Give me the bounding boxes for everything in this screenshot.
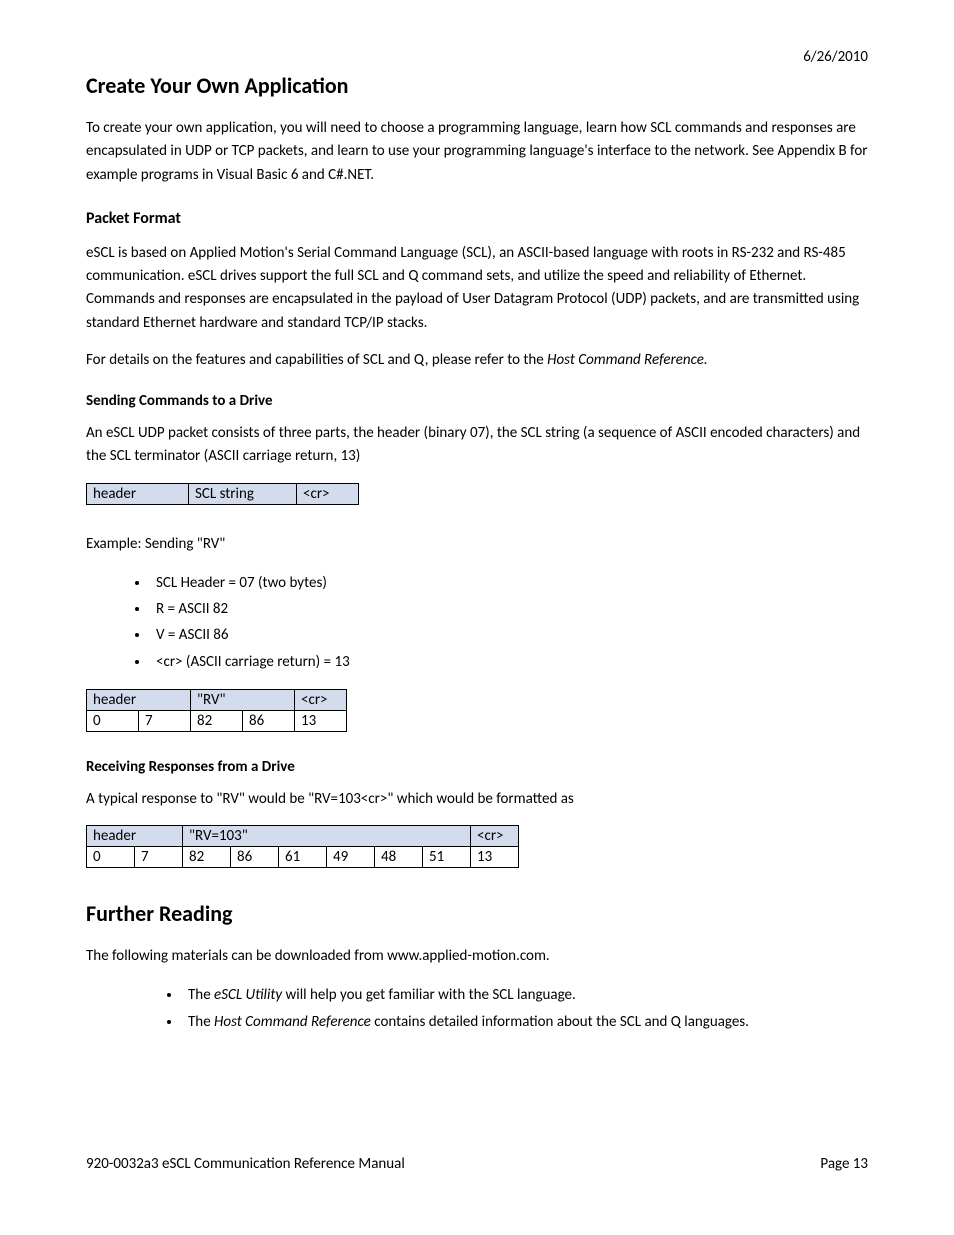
table-cell: "RV=103" bbox=[183, 826, 471, 847]
table-cell: SCL string bbox=[189, 483, 297, 504]
bullet-list-reading: The eSCL Utility will help you get famil… bbox=[86, 982, 868, 1035]
table-cell: 61 bbox=[279, 847, 327, 868]
table-cell: 48 bbox=[375, 847, 423, 868]
table-cell: 0 bbox=[87, 710, 139, 731]
bullet-list-ascii: SCL Header = 07 (two bytes) R = ASCII 82… bbox=[86, 570, 868, 675]
list-item: The eSCL Utility will help you get famil… bbox=[182, 982, 868, 1008]
table-cell: 0 bbox=[87, 847, 135, 868]
table-cell: 82 bbox=[191, 710, 243, 731]
text-italic: Host Command Reference bbox=[214, 1013, 371, 1031]
table-cell: 86 bbox=[231, 847, 279, 868]
heading-further-reading: Further Reading bbox=[86, 900, 868, 927]
table-rv-response: header "RV=103" <cr> 0 7 82 86 61 49 48 … bbox=[86, 825, 519, 868]
list-item: The Host Command Reference contains deta… bbox=[182, 1009, 868, 1035]
table-cell: <cr> bbox=[295, 689, 347, 710]
table-cell: 7 bbox=[139, 710, 191, 731]
text-span: For details on the features and capabili… bbox=[86, 351, 547, 369]
heading-receiving: Receiving Responses from a Drive bbox=[86, 758, 868, 776]
heading-packet-format: Packet Format bbox=[86, 209, 868, 228]
paragraph-packet: eSCL is based on Applied Motion's Serial… bbox=[86, 242, 868, 335]
table-cell: 13 bbox=[471, 847, 519, 868]
text-span: The bbox=[188, 1013, 214, 1031]
table-cell: header bbox=[87, 689, 191, 710]
paragraph-intro: To create your own application, you will… bbox=[86, 117, 868, 187]
list-item: R = ASCII 82 bbox=[150, 596, 868, 622]
text-italic: eSCL Utility bbox=[214, 986, 282, 1004]
heading-create-app: Create Your Own Application bbox=[86, 72, 868, 99]
list-item: <cr> (ASCII carriage return) = 13 bbox=[150, 649, 868, 675]
table-row: header "RV" <cr> bbox=[87, 689, 347, 710]
table-cell: 7 bbox=[135, 847, 183, 868]
table-row: 0 7 82 86 61 49 48 51 13 bbox=[87, 847, 519, 868]
table-cell: "RV" bbox=[191, 689, 295, 710]
table-row: header SCL string <cr> bbox=[87, 483, 359, 504]
text-span: will help you get familiar with the SCL … bbox=[282, 986, 576, 1004]
paragraph-example: Example: Sending "RV" bbox=[86, 533, 868, 556]
table-cell: 82 bbox=[183, 847, 231, 868]
paragraph-download: The following materials can be downloade… bbox=[86, 945, 868, 968]
document-page: 6/26/2010 Create Your Own Application To… bbox=[0, 0, 954, 1235]
heading-sending: Sending Commands to a Drive bbox=[86, 392, 868, 410]
table-cell: 86 bbox=[243, 710, 295, 731]
table-row: header "RV=103" <cr> bbox=[87, 826, 519, 847]
list-item: V = ASCII 86 bbox=[150, 622, 868, 648]
text-span: The bbox=[188, 986, 214, 1004]
table-cell: <cr> bbox=[297, 483, 359, 504]
table-rv-send: header "RV" <cr> 0 7 82 86 13 bbox=[86, 689, 347, 732]
table-packet-format: header SCL string <cr> bbox=[86, 483, 359, 505]
footer-doc-id: 920-0032a3 eSCL Communication Reference … bbox=[86, 1155, 405, 1173]
table-cell: <cr> bbox=[471, 826, 519, 847]
page-footer: 920-0032a3 eSCL Communication Reference … bbox=[86, 1155, 868, 1173]
table-cell: 51 bbox=[423, 847, 471, 868]
page-date: 6/26/2010 bbox=[86, 48, 868, 66]
text-span: contains detailed information about the … bbox=[371, 1013, 749, 1031]
table-cell: header bbox=[87, 483, 189, 504]
paragraph-refer: For details on the features and capabili… bbox=[86, 349, 868, 372]
footer-page-number: Page 13 bbox=[820, 1155, 868, 1173]
table-row: 0 7 82 86 13 bbox=[87, 710, 347, 731]
list-item: SCL Header = 07 (two bytes) bbox=[150, 570, 868, 596]
table-cell: 13 bbox=[295, 710, 347, 731]
table-cell: header bbox=[87, 826, 183, 847]
text-italic: Host Command Reference. bbox=[547, 351, 708, 369]
table-cell: 49 bbox=[327, 847, 375, 868]
paragraph-response: A typical response to "RV" would be "RV=… bbox=[86, 788, 868, 811]
paragraph-packet-parts: An eSCL UDP packet consists of three par… bbox=[86, 422, 868, 469]
